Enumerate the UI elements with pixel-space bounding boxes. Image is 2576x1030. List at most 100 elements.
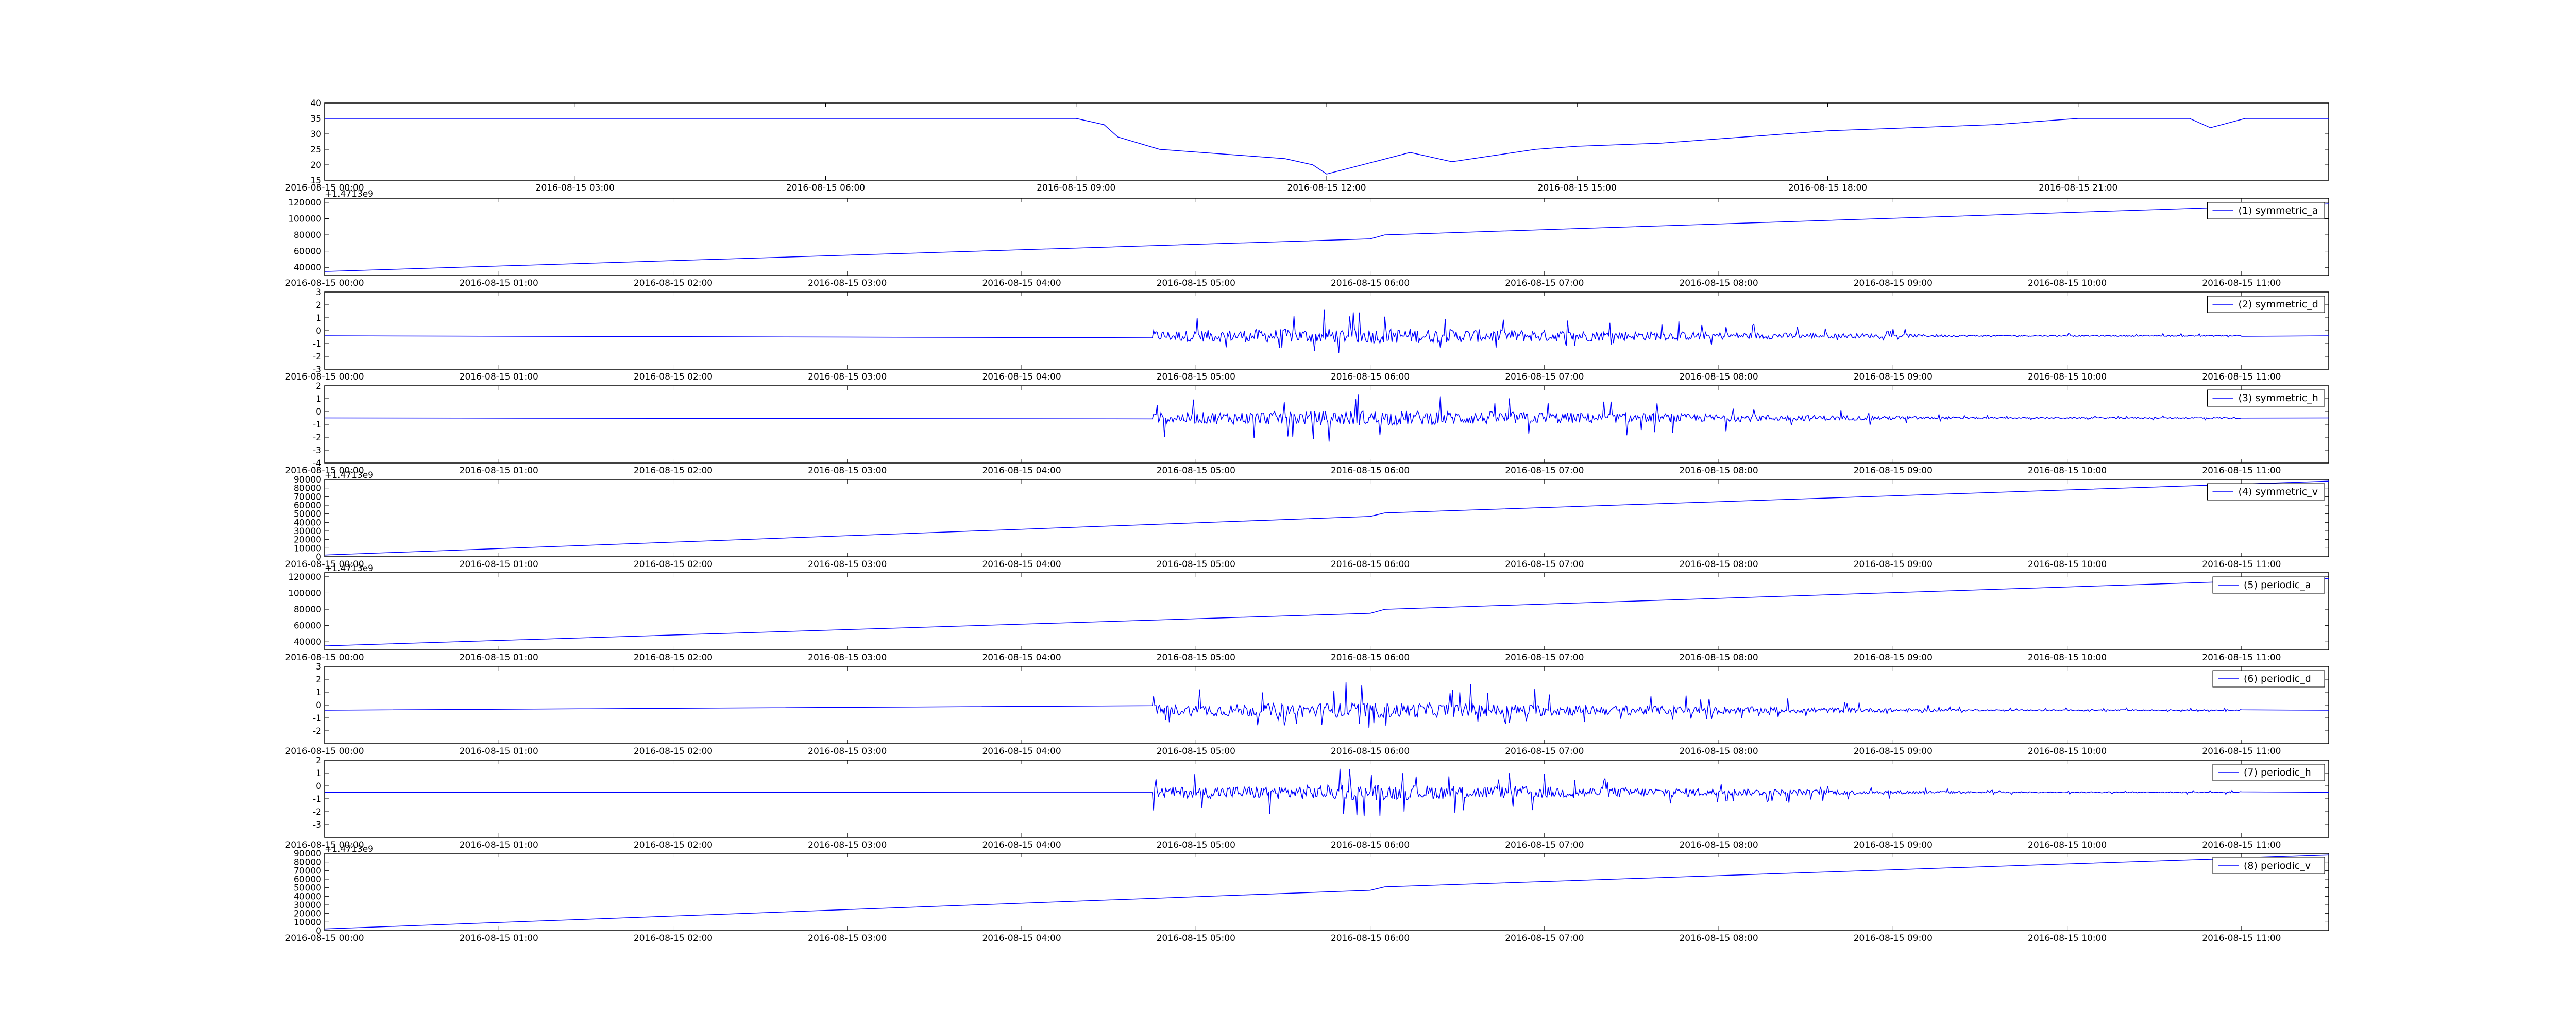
- x-tick-label: 2016-08-15 04:00: [982, 278, 1061, 288]
- series-line: [324, 203, 2329, 272]
- offset-text: +1.4713e9: [325, 189, 374, 199]
- legend-label: (7) periodic_h: [2244, 767, 2311, 778]
- y-tick-label: 40000: [294, 891, 321, 902]
- y-tick-label: -3: [313, 365, 321, 375]
- y-tick-label: 0: [316, 326, 321, 336]
- y-tick-label: 1: [316, 313, 321, 323]
- x-tick-label: 2016-08-15 01:00: [460, 933, 538, 943]
- subplot-p0: 15 20 25 30 35 40 2016-08-15 00:00 2016-08-15 0…: [285, 98, 2329, 193]
- x-tick-label: 2016-08-15 04:00: [982, 466, 1061, 476]
- x-tick-label: 2016-08-15 06:00: [1331, 559, 1410, 570]
- y-tick-label: 100000: [288, 214, 321, 224]
- x-tick-label: 2016-08-15 10:00: [2028, 746, 2107, 757]
- y-tick-label: 20000: [294, 535, 321, 545]
- y-tick-label: 40000: [294, 263, 321, 273]
- y-tick-label: 10000: [294, 917, 321, 928]
- y-tick-label: 2: [316, 675, 321, 685]
- offset-text: +1.4713e9: [325, 470, 374, 480]
- x-tick-label: 2016-08-15 08:00: [1679, 840, 1758, 850]
- x-tick-label: 2016-08-15 00:00: [285, 840, 364, 850]
- x-tick-label: 2016-08-15 05:00: [1157, 559, 1235, 570]
- x-tick-label: 2016-08-15 06:00: [1331, 372, 1410, 382]
- y-tick-label: 0: [316, 700, 321, 711]
- x-tick-label: 2016-08-15 03:00: [808, 653, 887, 663]
- y-tick-label: 80000: [294, 857, 321, 868]
- x-tick-label: 2016-08-15 15:00: [1538, 183, 1617, 193]
- y-tick-label: 40: [310, 98, 321, 109]
- x-tick-label: 2016-08-15 01:00: [460, 372, 538, 382]
- x-tick-label: 2016-08-15 18:00: [1788, 183, 1867, 193]
- x-tick-label: 2016-08-15 06:00: [1331, 746, 1410, 757]
- x-tick-label: 2016-08-15 02:00: [634, 559, 713, 570]
- y-tick-label: 50000: [294, 883, 321, 894]
- x-tick-label: 2016-08-15 09:00: [1854, 559, 1933, 570]
- x-tick-label: 2016-08-15 09:00: [1854, 746, 1933, 757]
- x-tick-label: 2016-08-15 05:00: [1157, 278, 1235, 288]
- x-tick-label: 2016-08-15 02:00: [634, 278, 713, 288]
- x-tick-label: 2016-08-15 07:00: [1505, 559, 1584, 570]
- x-tick-label: 2016-08-15 02:00: [634, 746, 713, 757]
- x-tick-label: 2016-08-15 11:00: [2202, 466, 2281, 476]
- x-tick-label: 2016-08-15 01:00: [460, 653, 538, 663]
- x-tick-label: 2016-08-15 07:00: [1505, 466, 1584, 476]
- y-tick-label: 40000: [294, 518, 321, 528]
- x-tick-label: 2016-08-15 06:00: [1331, 278, 1410, 288]
- y-tick-label: 3: [316, 662, 321, 672]
- x-tick-label: 2016-08-15 11:00: [2202, 653, 2281, 663]
- x-tick-label: 2016-08-15 03:00: [808, 278, 887, 288]
- x-tick-label: 2016-08-15 11:00: [2202, 372, 2281, 382]
- x-tick-label: 2016-08-15 04:00: [982, 559, 1061, 570]
- y-tick-label: 40000: [294, 637, 321, 647]
- y-tick-label: 35: [310, 114, 321, 124]
- x-tick-label: 2016-08-15 03:00: [536, 183, 615, 193]
- y-tick-label: 120000: [288, 198, 321, 208]
- x-tick-label: 2016-08-15 03:00: [808, 559, 887, 570]
- legend-label: (4) symmetric_v: [2239, 486, 2318, 497]
- y-tick-label: -3: [313, 820, 321, 830]
- x-tick-label: 2016-08-15 02:00: [634, 840, 713, 850]
- x-tick-label: 2016-08-15 07:00: [1505, 278, 1584, 288]
- x-tick-label: 2016-08-15 09:00: [1854, 466, 1933, 476]
- offset-text: +1.4713e9: [325, 844, 374, 854]
- y-tick-label: 30000: [294, 900, 321, 911]
- x-tick-label: 2016-08-15 03:00: [808, 372, 887, 382]
- y-tick-label: 90000: [294, 475, 321, 485]
- x-tick-label: 2016-08-15 00:00: [285, 933, 364, 943]
- y-tick-label: -2: [313, 433, 321, 443]
- series-line: [324, 578, 2329, 646]
- legend-label: (6) periodic_d: [2244, 673, 2311, 684]
- x-tick-label: 2016-08-15 00:00: [285, 466, 364, 476]
- x-tick-label: 2016-08-15 10:00: [2028, 559, 2107, 570]
- x-tick-label: 2016-08-15 10:00: [2028, 466, 2107, 476]
- x-tick-label: 2016-08-15 08:00: [1679, 933, 1758, 943]
- y-tick-label: 30: [310, 129, 321, 140]
- y-tick-label: 60000: [294, 501, 321, 511]
- series-line: [324, 480, 2329, 556]
- x-tick-label: 2016-08-15 00:00: [285, 372, 364, 382]
- x-tick-label: 2016-08-15 08:00: [1679, 746, 1758, 757]
- y-tick-label: 20000: [294, 909, 321, 919]
- x-tick-label: 2016-08-15 07:00: [1505, 372, 1584, 382]
- series-line: [324, 768, 2329, 817]
- y-tick-label: 1: [316, 768, 321, 779]
- x-tick-label: 2016-08-15 10:00: [2028, 840, 2107, 850]
- x-tick-label: 2016-08-15 00:00: [285, 653, 364, 663]
- x-tick-label: 2016-08-15 04:00: [982, 746, 1061, 757]
- x-tick-label: 2016-08-15 03:00: [808, 746, 887, 757]
- y-tick-label: 10000: [294, 543, 321, 554]
- y-tick-label: -1: [313, 794, 321, 804]
- legend-label: (1) symmetric_a: [2239, 205, 2318, 216]
- x-tick-label: 2016-08-15 08:00: [1679, 466, 1758, 476]
- axes-frame: [324, 102, 2329, 181]
- y-tick-label: 60000: [294, 621, 321, 631]
- x-tick-label: 2016-08-15 11:00: [2202, 933, 2281, 943]
- subplot-p6: -2 -1 0 1 2 3 2016-08-15 00:00 2016-08-15 01:00…: [285, 662, 2329, 757]
- axes-frame: [324, 853, 2329, 931]
- subplot-p1: 40000 60000 80000 100000 120000 2016-08-15 00…: [285, 189, 2329, 288]
- x-tick-label: 2016-08-15 01:00: [460, 466, 538, 476]
- y-tick-label: 25: [310, 145, 321, 155]
- axes-frame: [324, 385, 2329, 464]
- axes-frame: [324, 198, 2329, 276]
- y-tick-label: 2: [316, 756, 321, 766]
